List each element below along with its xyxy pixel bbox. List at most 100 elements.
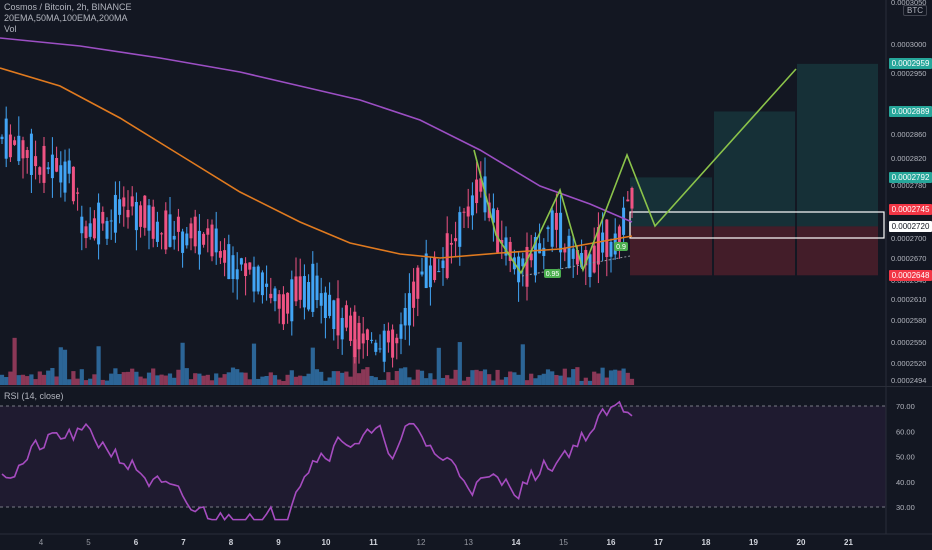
candle-body [584, 249, 588, 266]
candle-body [361, 333, 365, 344]
volume-bar [453, 369, 458, 385]
candle-body [508, 241, 512, 261]
volume-bar [67, 379, 72, 385]
volume-bar [222, 374, 227, 385]
volume-bar [226, 372, 231, 385]
symbol-title[interactable]: Cosmos / Bitcoin, 2h, BINANCE [4, 2, 132, 12]
candle-body [466, 206, 470, 217]
candle-body [336, 298, 340, 336]
candle-body [286, 292, 290, 314]
price-tick-label: 0.0002520 [891, 359, 926, 368]
candle-body [21, 140, 25, 159]
candle-body [328, 294, 332, 316]
volume-bar [172, 377, 177, 385]
candle-body [617, 226, 621, 244]
volume-bar [545, 369, 551, 385]
volume-bar [235, 369, 240, 385]
volume-bar [50, 368, 55, 385]
candle-body [525, 246, 529, 287]
volume-bar [134, 371, 139, 385]
volume-bar [4, 377, 9, 385]
candle-body [605, 219, 609, 258]
candles [0, 106, 634, 373]
candle-body [538, 243, 542, 254]
indicator-list[interactable]: 20EMA,50MA,100EMA,200MA [4, 13, 128, 23]
candle-body [315, 275, 319, 301]
candle-body [25, 150, 29, 158]
volume-bar [230, 367, 236, 385]
volume-bar [251, 343, 257, 385]
candle-body [592, 245, 596, 273]
volume-bar [188, 379, 194, 385]
candle-body [109, 220, 113, 222]
time-tick-label: 4 [39, 538, 44, 547]
price-tag-stop: 0.0002648 [889, 269, 932, 281]
candle-body [256, 266, 260, 292]
candle-body [391, 329, 395, 358]
volume-bar [239, 372, 244, 385]
fib-badge-left [544, 269, 561, 278]
volume-bar [193, 373, 198, 385]
candle-body [151, 206, 155, 239]
candle-body [323, 292, 327, 319]
volume-bar [524, 380, 530, 385]
volume-bar [33, 379, 38, 385]
volume-bar [180, 342, 185, 385]
rsi-title[interactable]: RSI (14, close) [4, 391, 64, 401]
candle-body [118, 199, 122, 215]
candle-body [76, 192, 80, 194]
stop-zone [630, 226, 712, 276]
candle-body [80, 216, 84, 234]
volume-bars [0, 337, 635, 385]
volume-bar [71, 371, 76, 385]
candle-body [462, 211, 466, 213]
time-tick-label: 16 [607, 538, 616, 547]
volume-bar [306, 373, 311, 385]
rsi-tick-label: 70.00 [896, 402, 915, 411]
volume-bar [83, 380, 89, 385]
price-tag-current: 0.0002745 [889, 203, 932, 215]
candle-body [458, 212, 462, 247]
volume-bar [356, 373, 362, 385]
candle-body [168, 214, 172, 247]
ma-slow-line [0, 37, 633, 223]
candle-body [214, 228, 218, 253]
price-tick-label: 0.0002550 [891, 338, 926, 347]
volume-bar [583, 377, 588, 385]
price-tick-label: 0.0002950 [891, 69, 926, 78]
volume-bar [516, 374, 521, 385]
candle-body [0, 136, 4, 140]
price-tick-label: 0.0002494 [891, 376, 926, 385]
time-tick-label: 20 [797, 538, 806, 547]
stop-zone [714, 226, 795, 276]
candle-body [475, 179, 479, 204]
candle-body [281, 294, 285, 325]
candle-body [63, 161, 67, 193]
target-zone [797, 63, 878, 227]
price-tick-label: 0.0002860 [891, 130, 926, 139]
volume-bar [499, 379, 504, 385]
volume-bar [298, 375, 303, 385]
price-tick-label: 0.0002700 [891, 234, 926, 243]
fib-label-left: 0.95 [546, 271, 560, 278]
volume-bar [449, 378, 454, 385]
price-tick-label: 0.0002780 [891, 181, 926, 190]
volume-bar [130, 368, 135, 385]
candle-body [155, 221, 159, 242]
candle-body [395, 337, 399, 344]
volume-label[interactable]: Vol [4, 24, 17, 34]
currency-badge[interactable]: BTC [903, 5, 927, 16]
time-tick-label: 21 [844, 538, 853, 547]
volume-bar [482, 369, 488, 385]
candle-body [311, 263, 315, 312]
candle-body [386, 330, 390, 343]
volume-bar [46, 370, 51, 385]
candle-body [147, 205, 151, 231]
candle-body [601, 232, 605, 253]
rsi-line [1, 400, 633, 521]
candle-body [193, 216, 197, 247]
candle-body [407, 293, 411, 326]
volume-bar [478, 371, 483, 385]
rsi-tick-label: 30.00 [896, 503, 915, 512]
